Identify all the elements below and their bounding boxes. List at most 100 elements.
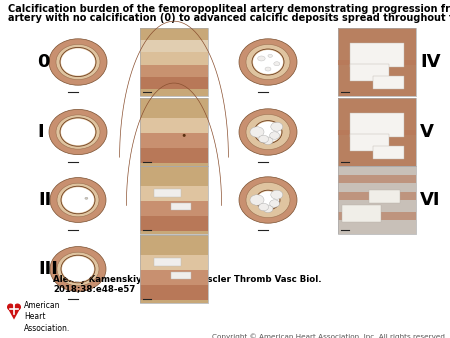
Text: American
Heart
Association.: American Heart Association. <box>24 301 70 333</box>
Text: 2018;38:e48-e57: 2018;38:e48-e57 <box>53 284 135 293</box>
Bar <box>373 146 404 159</box>
Ellipse shape <box>7 304 14 311</box>
Ellipse shape <box>259 203 269 211</box>
Ellipse shape <box>14 304 21 311</box>
Bar <box>338 98 416 166</box>
Ellipse shape <box>61 119 95 145</box>
Bar <box>171 272 191 279</box>
Text: Copyright © American Heart Association, Inc. All rights reserved.: Copyright © American Heart Association, … <box>212 333 447 338</box>
Bar <box>140 186 208 201</box>
Ellipse shape <box>274 62 280 66</box>
Text: IV: IV <box>420 53 441 71</box>
Ellipse shape <box>49 110 107 154</box>
Bar <box>338 98 416 166</box>
Bar <box>338 192 416 200</box>
Bar <box>140 98 208 166</box>
Bar <box>140 216 208 231</box>
Bar <box>140 28 208 96</box>
Bar <box>140 52 208 65</box>
Ellipse shape <box>56 115 100 149</box>
Bar <box>338 28 416 96</box>
Ellipse shape <box>257 191 279 209</box>
Bar <box>140 65 208 77</box>
Bar <box>350 134 389 151</box>
Ellipse shape <box>239 39 297 85</box>
Bar <box>338 166 416 234</box>
Ellipse shape <box>263 205 273 213</box>
Bar <box>171 203 191 210</box>
Ellipse shape <box>239 109 297 155</box>
Text: I: I <box>37 123 44 141</box>
Ellipse shape <box>253 50 283 74</box>
Ellipse shape <box>57 252 99 286</box>
Text: Calcification burden of the femoropopliteal artery demonstrating progression fro: Calcification burden of the femoropoplit… <box>8 4 450 14</box>
Bar <box>140 270 208 285</box>
Ellipse shape <box>239 177 297 223</box>
Bar <box>140 77 208 89</box>
Bar <box>338 130 416 136</box>
Bar <box>140 118 208 133</box>
Bar <box>338 175 416 183</box>
Bar <box>140 235 208 303</box>
Ellipse shape <box>271 122 283 131</box>
Text: III: III <box>38 260 58 278</box>
Ellipse shape <box>246 183 290 218</box>
Ellipse shape <box>268 54 272 57</box>
Bar <box>338 166 416 234</box>
Bar <box>140 133 208 148</box>
Ellipse shape <box>56 44 100 80</box>
Text: II: II <box>38 191 51 209</box>
Bar <box>338 28 416 96</box>
Bar <box>153 258 181 266</box>
Bar <box>140 148 208 163</box>
Ellipse shape <box>85 197 88 199</box>
Bar <box>140 255 208 270</box>
Bar <box>140 166 208 234</box>
Ellipse shape <box>246 44 290 80</box>
Bar <box>338 166 416 234</box>
Bar <box>140 285 208 299</box>
Text: Alexey Kamenskiy et al. Arterioscler Thromb Vasc Biol.: Alexey Kamenskiy et al. Arterioscler Thr… <box>53 275 322 284</box>
Ellipse shape <box>62 187 94 213</box>
Bar <box>373 76 404 89</box>
Ellipse shape <box>246 114 290 150</box>
Ellipse shape <box>49 39 107 85</box>
Text: 0: 0 <box>37 53 50 71</box>
Ellipse shape <box>61 48 95 76</box>
Bar <box>140 98 208 166</box>
Bar <box>338 28 416 96</box>
Ellipse shape <box>265 67 271 71</box>
Bar <box>140 166 208 234</box>
Bar <box>342 205 381 222</box>
Polygon shape <box>7 307 21 320</box>
Text: artery with no calcification (0) to advanced calcific deposits spread throughout: artery with no calcification (0) to adva… <box>8 13 450 23</box>
Bar <box>140 28 208 96</box>
Bar <box>350 64 389 81</box>
Ellipse shape <box>250 127 264 137</box>
Ellipse shape <box>259 135 269 143</box>
Bar <box>338 98 416 166</box>
Ellipse shape <box>270 200 279 207</box>
Ellipse shape <box>50 177 106 222</box>
Bar <box>140 235 208 303</box>
Bar <box>350 43 404 67</box>
Bar <box>338 60 416 65</box>
Ellipse shape <box>183 134 186 137</box>
Bar <box>369 190 400 203</box>
Ellipse shape <box>62 256 94 282</box>
Ellipse shape <box>258 56 265 61</box>
Bar <box>140 40 208 52</box>
Ellipse shape <box>271 190 283 199</box>
Ellipse shape <box>255 122 281 142</box>
Bar <box>140 201 208 216</box>
Ellipse shape <box>270 132 279 139</box>
Bar <box>153 189 181 197</box>
Ellipse shape <box>50 247 106 291</box>
Bar <box>350 113 404 137</box>
Ellipse shape <box>250 195 264 205</box>
Text: V: V <box>420 123 434 141</box>
Ellipse shape <box>57 183 99 217</box>
Text: VI: VI <box>420 191 441 209</box>
Ellipse shape <box>263 137 273 145</box>
Bar <box>338 212 416 220</box>
